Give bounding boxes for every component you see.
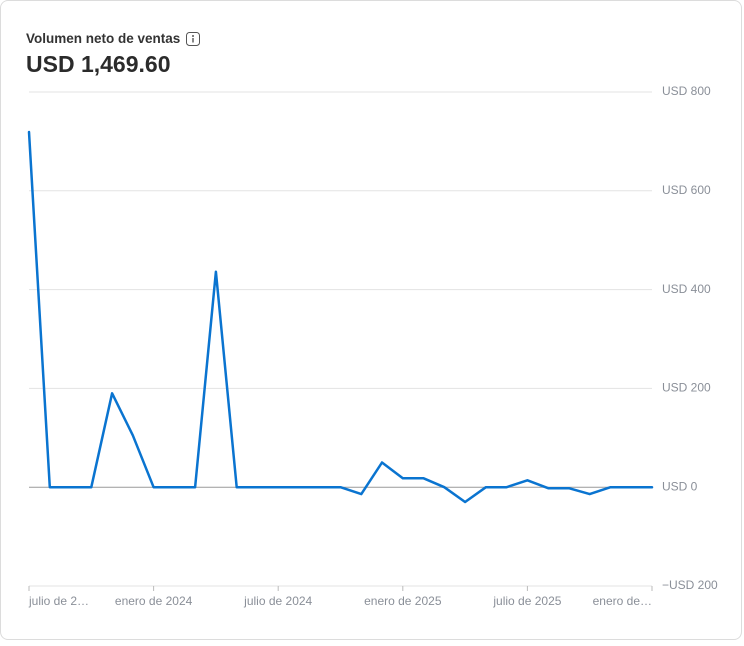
- y-tick-label: USD 200: [662, 381, 711, 395]
- y-tick-label: USD 600: [662, 183, 711, 197]
- x-tick-label: enero de 2025: [364, 594, 442, 608]
- x-tick-label: julio de 2024: [243, 594, 312, 608]
- sales-line: [27, 130, 654, 504]
- y-tick-label: USD 400: [662, 282, 711, 296]
- x-tick-label: enero de…: [593, 594, 652, 608]
- info-icon[interactable]: [186, 31, 201, 46]
- x-tick-label: enero de 2024: [115, 594, 193, 608]
- title-row: Volumen neto de ventas: [26, 31, 201, 46]
- y-tick-label: −USD 200: [662, 578, 718, 592]
- y-tick-label: USD 800: [662, 84, 711, 98]
- x-tick-label: julio de 2…: [28, 594, 89, 608]
- x-tick-label: julio de 2025: [492, 594, 561, 608]
- total-value: USD 1,469.60: [26, 51, 171, 77]
- chart-title: Volumen neto de ventas: [26, 31, 181, 46]
- y-tick-label: USD 0: [662, 479, 698, 493]
